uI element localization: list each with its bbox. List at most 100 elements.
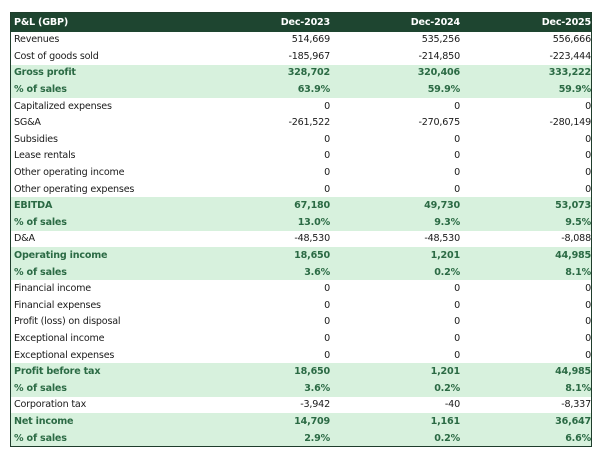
table-row: Financial expenses 0 0 0 — [11, 297, 591, 314]
cell-value: 13.0% — [297, 216, 330, 228]
table-row: Financial income 0 0 0 — [11, 280, 591, 297]
row-label: EBITDA — [14, 200, 53, 212]
cell-value: 0 — [324, 100, 330, 112]
table-row: % of sales 3.6% 0.2% 8.1% — [11, 263, 591, 281]
table-row: Corporation tax -3,942 -40 -8,337 — [11, 397, 591, 414]
cell-value: 63.9% — [297, 84, 330, 96]
cell-value: 1,161 — [430, 415, 461, 427]
cell-value: 328,702 — [287, 67, 330, 79]
table-row: % of sales 2.9% 0.2% 6.6% — [11, 429, 591, 447]
cell-value: 14,709 — [294, 415, 330, 427]
column-header: Dec-2024 — [410, 16, 460, 28]
cell-value: 514,669 — [291, 34, 330, 46]
cell-value: 0 — [324, 332, 330, 344]
cell-value: 0 — [324, 183, 330, 195]
table-row: Profit (loss) on disposal 0 0 0 — [11, 314, 591, 331]
table-row: Operating income 18,650 1,201 44,985 — [11, 247, 591, 264]
cell-value: -8,088 — [561, 233, 591, 245]
cell-value: -40 — [444, 399, 460, 411]
cell-value: -8,337 — [561, 399, 591, 411]
row-label: Lease rentals — [14, 150, 76, 162]
row-label: Other operating income — [14, 167, 125, 179]
table-row: Exceptional expenses 0 0 0 — [11, 347, 591, 364]
table-row: Capitalized expenses 0 0 0 — [11, 98, 591, 115]
cell-value: 0 — [585, 332, 591, 344]
row-label: Net income — [14, 415, 74, 427]
cell-value: -223,444 — [549, 50, 591, 62]
table-body: Revenues 514,669 535,256 556,666 Cost of goo… — [11, 32, 591, 447]
cell-value: 3.6% — [304, 382, 330, 394]
table-row: SG&A -261,522 -270,675 -280,149 — [11, 114, 591, 131]
table-header: P&L (GBP) Dec-2023 Dec-2024 Dec-2025 — [11, 13, 591, 32]
row-label: D&A — [14, 233, 35, 245]
cell-value: 0 — [324, 299, 330, 311]
table-row: Other operating income 0 0 0 — [11, 164, 591, 181]
row-label: Financial income — [14, 283, 91, 295]
table-row: Cost of goods sold -185,967 -214,850 -223,4… — [11, 48, 591, 65]
cell-value: 6.6% — [565, 432, 591, 444]
row-label: % of sales — [14, 216, 67, 228]
column-header: Dec-2023 — [280, 16, 330, 28]
table-row: % of sales 63.9% 59.9% 59.9% — [11, 81, 591, 98]
cell-value: 0.2% — [434, 382, 460, 394]
table-row: Profit before tax 18,650 1,201 44,985 — [11, 363, 591, 380]
cell-value: 0 — [585, 349, 591, 361]
cell-value: 0 — [454, 100, 460, 112]
row-label: Gross profit — [14, 67, 76, 79]
cell-value: 0 — [324, 283, 330, 295]
cell-value: 0.2% — [434, 266, 460, 278]
cell-value: 0 — [585, 183, 591, 195]
cell-value: 8.1% — [565, 266, 591, 278]
cell-value: 53,073 — [555, 200, 591, 212]
cell-value: 0 — [454, 316, 460, 328]
cell-value: 0.2% — [434, 432, 460, 444]
cell-value: 1,201 — [430, 250, 461, 262]
table-row: D&A -48,530 -48,530 -8,088 — [11, 231, 591, 248]
cell-value: 535,256 — [421, 34, 460, 46]
cell-value: 18,650 — [294, 366, 330, 378]
cell-value: -214,850 — [418, 50, 460, 62]
row-label: Financial expenses — [14, 299, 101, 311]
cell-value: 556,666 — [552, 34, 591, 46]
table-row: Exceptional income 0 0 0 — [11, 330, 591, 347]
cell-value: -3,942 — [300, 399, 330, 411]
cell-value: -48,530 — [294, 233, 330, 245]
cell-value: 1,201 — [430, 366, 461, 378]
table-row: Lease rentals 0 0 0 — [11, 148, 591, 165]
row-label: Exceptional expenses — [14, 349, 115, 361]
row-label: Revenues — [14, 34, 60, 46]
cell-value: 0 — [324, 316, 330, 328]
row-label: Capitalized expenses — [14, 100, 112, 112]
cell-value: 44,985 — [555, 250, 591, 262]
cell-value: 67,180 — [294, 200, 330, 212]
row-label: % of sales — [14, 266, 67, 278]
cell-value: 0 — [324, 150, 330, 162]
cell-value: 0 — [454, 133, 460, 145]
cell-value: 0 — [454, 183, 460, 195]
cell-value: 59.9% — [427, 84, 460, 96]
table-row: Subsidies 0 0 0 — [11, 131, 591, 148]
cell-value: 0 — [454, 349, 460, 361]
cell-value: -270,675 — [418, 117, 460, 129]
row-label: % of sales — [14, 432, 67, 444]
row-label: Profit (loss) on disposal — [14, 316, 121, 328]
row-label: % of sales — [14, 84, 67, 96]
row-label: Other operating expenses — [14, 183, 135, 195]
cell-value: 0 — [454, 150, 460, 162]
row-label: Subsidies — [14, 133, 58, 145]
cell-value: 44,985 — [555, 366, 591, 378]
table-row: EBITDA 67,180 49,730 53,073 — [11, 197, 591, 215]
cell-value: 0 — [585, 283, 591, 295]
cell-value: 0 — [324, 349, 330, 361]
cell-value: -280,149 — [549, 117, 591, 129]
cell-value: 18,650 — [294, 250, 330, 262]
cell-value: 0 — [585, 167, 591, 179]
cell-value: 49,730 — [424, 200, 460, 212]
row-label: Exceptional income — [14, 332, 105, 344]
cell-value: 0 — [324, 133, 330, 145]
pl-table: P&L (GBP) Dec-2023 Dec-2024 Dec-2025 Rev… — [10, 12, 592, 448]
cell-value: 0 — [585, 133, 591, 145]
cell-value: 0 — [324, 167, 330, 179]
cell-value: 0 — [585, 316, 591, 328]
table-title: P&L (GBP) — [14, 16, 69, 28]
